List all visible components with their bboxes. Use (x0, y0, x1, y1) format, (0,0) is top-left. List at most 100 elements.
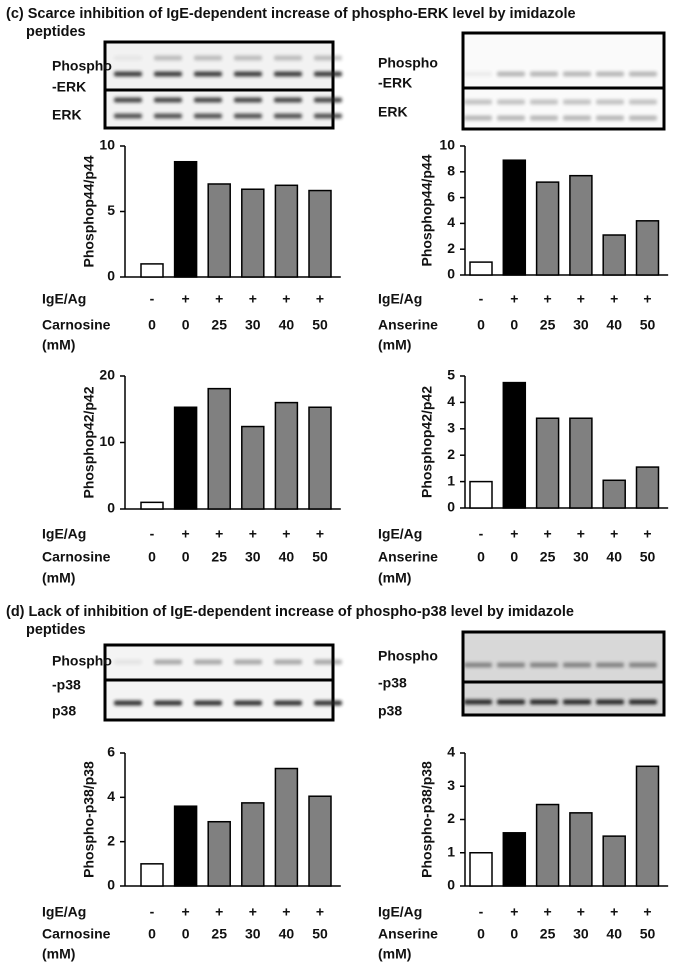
y-tick-label: 1 (447, 843, 455, 859)
blot-band (274, 700, 302, 706)
blot-band (274, 71, 302, 77)
bar (502, 381, 527, 509)
blot-band (314, 113, 342, 119)
x-tick-label: 25 (540, 317, 556, 333)
blot-band (314, 71, 342, 77)
blot-label: ERK (378, 104, 408, 120)
y-tick-label: 3 (447, 777, 455, 793)
category-label: (mM) (42, 570, 75, 586)
blot-band (194, 71, 222, 77)
blot-band (464, 699, 492, 705)
blot-band (629, 115, 657, 121)
blot-band (629, 699, 657, 705)
bar (635, 220, 660, 276)
treatment-value: + (643, 526, 651, 542)
blot-band (629, 99, 657, 105)
y-axis-label: Phosphop42/p42 (419, 386, 435, 498)
treatment-value: + (182, 526, 190, 542)
bar (535, 181, 560, 276)
y-axis-label: Phosphop44/p44 (419, 154, 435, 266)
y-axis-label: Phospho-p38/p38 (81, 761, 97, 878)
blot-label: -p38 (52, 677, 81, 693)
blot-label: Phospho (52, 58, 112, 74)
x-tick-label: 50 (640, 926, 656, 942)
treatment-value: + (249, 526, 257, 542)
treatment-value: + (577, 291, 585, 307)
bar (173, 805, 198, 887)
treatment-value: + (577, 904, 585, 920)
blot-band (154, 97, 182, 103)
treatment-value: + (249, 291, 257, 307)
blot-band (154, 55, 182, 61)
bar (241, 425, 265, 510)
y-tick-label: 10 (99, 433, 115, 449)
x-tick-label: 30 (245, 926, 261, 942)
x-tick-label: 50 (640, 549, 656, 565)
blot-band (274, 113, 302, 119)
treatment-value: + (215, 904, 223, 920)
treatment-value: + (510, 291, 518, 307)
section-title: (d) Lack of inhibition of IgE-dependent … (6, 604, 574, 620)
y-tick-label: 0 (447, 266, 455, 282)
bar (469, 852, 493, 887)
blot-band (464, 71, 492, 77)
y-tick-label: 5 (447, 367, 455, 383)
blot-band (234, 659, 262, 665)
section-title: peptides (26, 24, 86, 40)
x-tick-label: 0 (477, 926, 485, 942)
x-tick-label: 0 (182, 549, 190, 565)
treatment-value: + (544, 291, 552, 307)
bar (241, 188, 265, 278)
category-label: (mM) (378, 337, 411, 353)
x-tick-label: 30 (573, 926, 589, 942)
bar (602, 234, 626, 276)
y-tick-label: 1 (447, 472, 455, 488)
bar (569, 174, 593, 276)
y-tick-label: 4 (447, 744, 455, 760)
y-tick-label: 3 (447, 420, 455, 436)
treatment-value: - (479, 904, 484, 920)
treatment-value: + (316, 291, 324, 307)
x-tick-label: 50 (312, 926, 328, 942)
blot-panel (103, 643, 335, 722)
category-label: (mM) (378, 570, 411, 586)
blot-label: ERK (52, 107, 82, 123)
x-tick-label: 50 (640, 317, 656, 333)
blot-band (629, 71, 657, 77)
treatment-value: + (316, 526, 324, 542)
treatment-value: + (544, 904, 552, 920)
blot-band (234, 71, 262, 77)
treatment-value: + (643, 291, 651, 307)
blot-band (596, 699, 624, 705)
bar (207, 183, 231, 278)
x-tick-label: 30 (573, 317, 589, 333)
y-tick-label: 2 (447, 810, 455, 826)
treatment-label: IgE/Ag (42, 904, 86, 920)
x-tick-label: 25 (540, 549, 556, 565)
x-tick-label: 40 (279, 549, 295, 565)
blot-label: Phospho (378, 55, 438, 71)
x-tick-label: 30 (245, 549, 261, 565)
x-tick-label: 40 (606, 317, 622, 333)
blot-band (563, 662, 591, 668)
treatment-label: IgE/Ag (378, 291, 422, 307)
blot-band (464, 115, 492, 121)
blot-band (114, 700, 142, 706)
section-title: peptides (26, 622, 86, 638)
blot-label: -p38 (378, 675, 407, 691)
blot-band (497, 115, 525, 121)
bar (602, 835, 626, 887)
bar (308, 406, 332, 510)
treatment-value: - (150, 904, 155, 920)
bar (635, 765, 660, 887)
blot-band (629, 662, 657, 668)
category-label: Carnosine (42, 317, 111, 333)
treatment-value: + (610, 904, 618, 920)
treatment-value: - (150, 291, 155, 307)
blot-band (314, 659, 342, 665)
x-tick-label: 0 (148, 926, 156, 942)
treatment-value: + (182, 904, 190, 920)
blot-label: p38 (378, 703, 402, 719)
blot-band (596, 662, 624, 668)
blot-band (530, 99, 558, 105)
